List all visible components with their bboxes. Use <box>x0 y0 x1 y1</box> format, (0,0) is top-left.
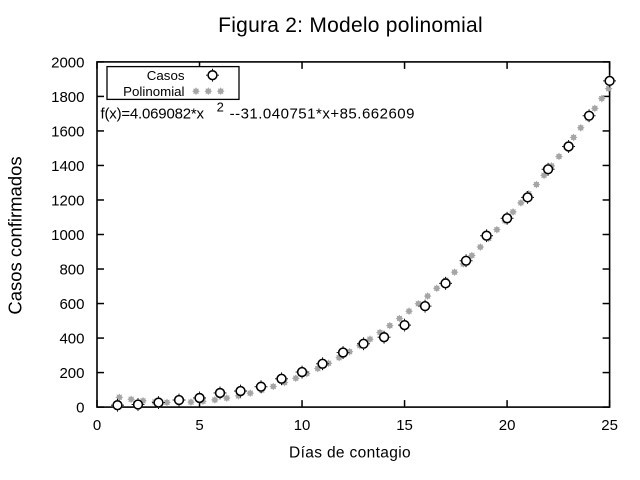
svg-text:0: 0 <box>93 417 101 434</box>
svg-text:f(x)=4.069082*x: f(x)=4.069082*x <box>101 106 205 123</box>
svg-text:1600: 1600 <box>51 123 84 140</box>
svg-text:600: 600 <box>59 296 84 313</box>
svg-text:Días de contagio: Días de contagio <box>289 445 411 462</box>
svg-text:2: 2 <box>217 100 224 115</box>
svg-text:15: 15 <box>396 417 413 434</box>
svg-text:Casos: Casos <box>147 68 185 83</box>
svg-text:5: 5 <box>195 417 203 434</box>
svg-text:Casos confirmados: Casos confirmados <box>5 156 26 314</box>
svg-text:0: 0 <box>76 400 84 417</box>
svg-text:10: 10 <box>294 417 311 434</box>
svg-text:800: 800 <box>59 261 84 278</box>
svg-text:Figura 2: Modelo polinomial: Figura 2: Modelo polinomial <box>218 14 483 37</box>
svg-text:1000: 1000 <box>51 227 84 244</box>
svg-text:20: 20 <box>499 417 516 434</box>
svg-text:Polinomial: Polinomial <box>123 84 184 99</box>
svg-text:1400: 1400 <box>51 158 84 175</box>
svg-text:1800: 1800 <box>51 89 84 106</box>
svg-text:1200: 1200 <box>51 192 84 209</box>
svg-text:2000: 2000 <box>51 54 84 71</box>
svg-text:25: 25 <box>601 417 618 434</box>
svg-text:200: 200 <box>59 365 84 382</box>
svg-text:400: 400 <box>59 330 84 347</box>
svg-text:--31.040751*x+85.662609: --31.040751*x+85.662609 <box>230 106 415 123</box>
